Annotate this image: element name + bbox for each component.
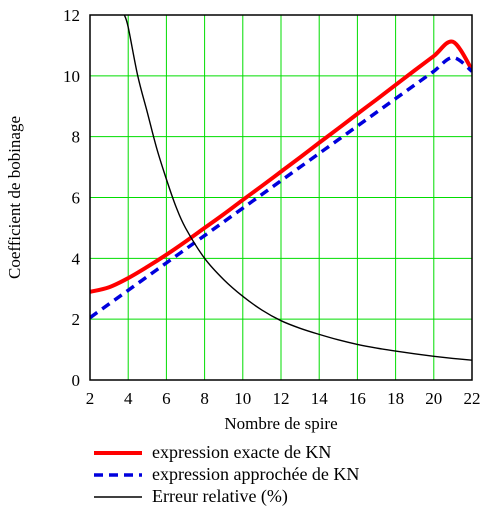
x-tick-label: 4 xyxy=(124,389,133,408)
x-tick-label: 22 xyxy=(464,389,481,408)
series-line-0 xyxy=(90,39,472,294)
y-tick-label: 2 xyxy=(72,310,81,329)
y-tick-label: 0 xyxy=(72,371,81,390)
y-axis-title: Coefficient de bobinage xyxy=(5,116,24,279)
x-tick-label: 10 xyxy=(234,389,251,408)
x-tick-label: 2 xyxy=(86,389,95,408)
plot-frame xyxy=(89,14,473,381)
series-line-1 xyxy=(90,55,472,320)
y-tick-label: 4 xyxy=(72,249,81,268)
legend-label-1: expression approchée de KN xyxy=(152,464,359,484)
x-tick-label: 6 xyxy=(162,389,171,408)
legend-label-2: Erreur relative (%) xyxy=(152,486,288,507)
legend-label-0: expression exacte de KN xyxy=(152,442,331,462)
y-tick-label: 12 xyxy=(63,6,80,25)
y-tick-label: 8 xyxy=(72,128,81,147)
x-tick-label: 20 xyxy=(425,389,442,408)
series-group xyxy=(90,15,472,361)
x-tick-label: 14 xyxy=(311,389,329,408)
x-tick-label: 18 xyxy=(387,389,404,408)
series-line-2 xyxy=(123,15,472,361)
x-tick-label: 12 xyxy=(273,389,290,408)
y-tick-label: 6 xyxy=(72,189,81,208)
x-axis-title: Nombre de spire xyxy=(224,414,337,433)
x-tick-label: 16 xyxy=(349,389,366,408)
y-tick-label: 10 xyxy=(63,67,80,86)
x-tick-label: 8 xyxy=(200,389,209,408)
